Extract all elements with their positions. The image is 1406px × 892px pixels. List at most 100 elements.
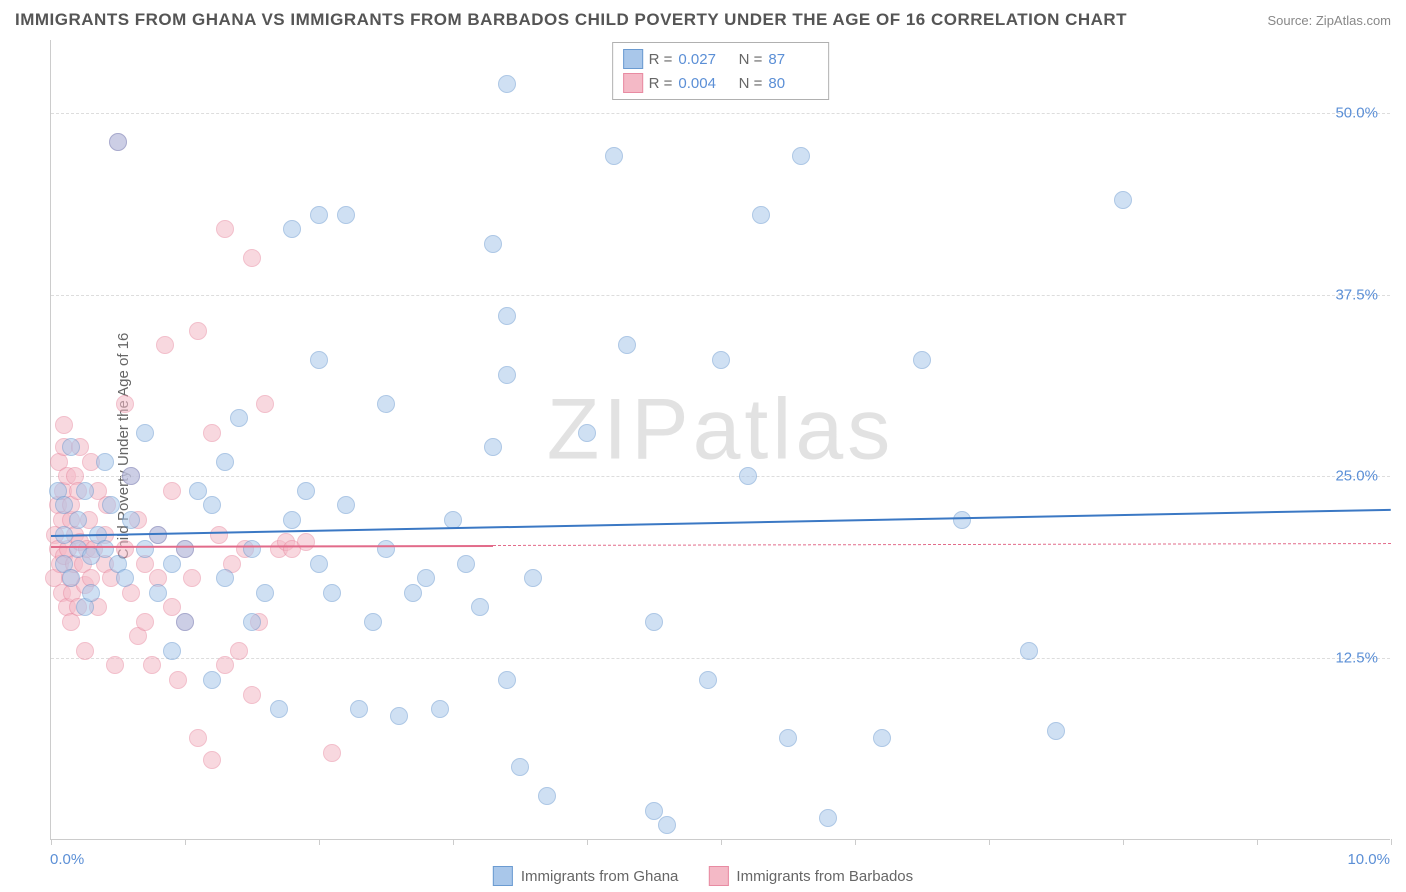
data-point	[457, 555, 475, 573]
data-point	[310, 555, 328, 573]
legend-label: Immigrants from Ghana	[521, 868, 679, 885]
data-point	[102, 496, 120, 514]
data-point	[163, 598, 181, 616]
data-point	[230, 642, 248, 660]
legend-swatch	[493, 866, 513, 886]
data-point	[149, 584, 167, 602]
data-point	[76, 642, 94, 660]
data-point	[122, 511, 140, 529]
data-point	[873, 729, 891, 747]
data-point	[377, 540, 395, 558]
x-tick	[587, 839, 588, 845]
data-point	[511, 758, 529, 776]
data-point	[1020, 642, 1038, 660]
data-point	[310, 351, 328, 369]
legend-item: Immigrants from Ghana	[493, 866, 679, 886]
data-point	[122, 467, 140, 485]
data-point	[471, 598, 489, 616]
data-point	[270, 700, 288, 718]
data-point	[792, 147, 810, 165]
watermark-zip: ZIP	[547, 381, 693, 477]
data-point	[243, 686, 261, 704]
data-point	[297, 533, 315, 551]
legend-swatch	[623, 49, 643, 69]
data-point	[390, 707, 408, 725]
legend-swatch	[708, 866, 728, 886]
data-point	[618, 336, 636, 354]
data-point	[109, 133, 127, 151]
data-point	[256, 395, 274, 413]
y-tick-label: 37.5%	[1335, 286, 1378, 303]
data-point	[210, 526, 228, 544]
n-label: N =	[734, 75, 762, 92]
r-label: R =	[649, 75, 673, 92]
data-point	[216, 656, 234, 674]
x-tick	[453, 839, 454, 845]
data-point	[216, 453, 234, 471]
data-point	[62, 438, 80, 456]
stats-legend: R =0.027 N =87R =0.004 N =80	[612, 42, 830, 100]
x-tick	[721, 839, 722, 845]
data-point	[163, 482, 181, 500]
data-point	[183, 569, 201, 587]
trend-line-dashed	[493, 543, 1391, 546]
data-point	[431, 700, 449, 718]
data-point	[203, 424, 221, 442]
data-point	[739, 467, 757, 485]
data-point	[310, 206, 328, 224]
data-point	[297, 482, 315, 500]
n-label: N =	[734, 51, 762, 68]
r-label: R =	[649, 51, 673, 68]
data-point	[484, 235, 502, 253]
x-min-label: 0.0%	[50, 851, 84, 868]
data-point	[169, 671, 187, 689]
gridline	[51, 113, 1390, 114]
data-point	[76, 482, 94, 500]
x-tick	[989, 839, 990, 845]
plot-region: ZIPatlas 12.5%25.0%37.5%50.0%R =0.027 N …	[50, 40, 1390, 840]
data-point	[913, 351, 931, 369]
x-tick	[51, 839, 52, 845]
x-tick	[1123, 839, 1124, 845]
x-max-label: 10.0%	[1347, 851, 1390, 868]
data-point	[62, 569, 80, 587]
data-point	[136, 540, 154, 558]
data-point	[404, 584, 422, 602]
data-point	[189, 322, 207, 340]
data-point	[819, 809, 837, 827]
legend-label: Immigrants from Barbados	[736, 868, 913, 885]
n-value: 80	[768, 75, 818, 92]
data-point	[364, 613, 382, 631]
x-tick	[855, 839, 856, 845]
data-point	[337, 496, 355, 514]
watermark: ZIPatlas	[547, 380, 894, 479]
data-point	[69, 511, 87, 529]
data-point	[143, 656, 161, 674]
data-point	[699, 671, 717, 689]
y-tick-label: 50.0%	[1335, 104, 1378, 121]
data-point	[203, 751, 221, 769]
data-point	[498, 75, 516, 93]
data-point	[658, 816, 676, 834]
source-label: Source: ZipAtlas.com	[1267, 13, 1391, 28]
data-point	[216, 220, 234, 238]
r-value: 0.027	[678, 51, 728, 68]
data-point	[163, 642, 181, 660]
y-tick-label: 25.0%	[1335, 468, 1378, 485]
data-point	[96, 453, 114, 471]
data-point	[712, 351, 730, 369]
data-point	[645, 613, 663, 631]
data-point	[283, 511, 301, 529]
data-point	[484, 438, 502, 456]
data-point	[203, 496, 221, 514]
data-point	[136, 613, 154, 631]
data-point	[55, 416, 73, 434]
data-point	[82, 584, 100, 602]
data-point	[230, 409, 248, 427]
legend-item: Immigrants from Barbados	[708, 866, 913, 886]
n-value: 87	[768, 51, 818, 68]
data-point	[498, 671, 516, 689]
data-point	[256, 584, 274, 602]
data-point	[1114, 191, 1132, 209]
data-point	[136, 424, 154, 442]
